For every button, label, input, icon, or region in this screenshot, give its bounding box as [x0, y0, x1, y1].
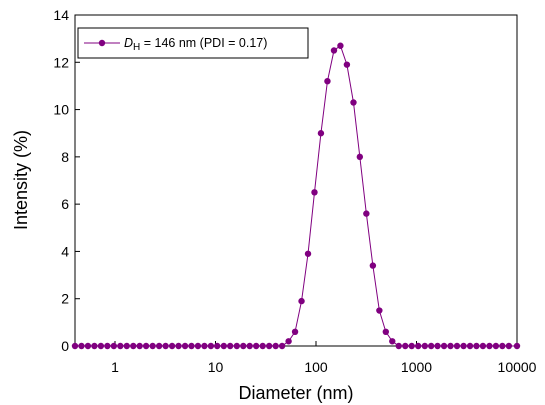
data-point [136, 342, 143, 350]
legend-text: = 146 nm (PDI = 0.17) [140, 36, 267, 50]
data-point [311, 189, 318, 196]
legend: DH = 146 nm (PDI = 0.17) [77, 27, 309, 59]
data-point [350, 99, 357, 106]
y-tick-label: 8 [61, 149, 69, 165]
data-point [492, 342, 500, 350]
x-tick-label: 10000 [498, 359, 537, 375]
data-point [207, 342, 215, 350]
x-tick-label: 100 [304, 359, 328, 375]
data-point [252, 342, 260, 350]
data-point [434, 342, 441, 350]
legend-symbol: D [124, 36, 133, 50]
data-point [317, 130, 325, 137]
data-point [104, 342, 111, 350]
data-point [123, 342, 130, 350]
data-point [84, 342, 92, 350]
data-point [376, 307, 383, 314]
data-point [395, 342, 402, 350]
data-point [453, 342, 461, 350]
x-tick-label: 1 [111, 359, 119, 375]
data-point [447, 342, 454, 350]
data-point [473, 342, 480, 350]
data-point [162, 342, 169, 350]
data-point [460, 342, 467, 350]
data-point [513, 342, 521, 350]
data-point [149, 342, 156, 350]
data-point [440, 342, 448, 350]
data-point [369, 262, 377, 269]
data-point [304, 250, 312, 257]
y-tick-label: 4 [61, 243, 69, 259]
data-point [389, 338, 396, 345]
data-point [155, 342, 163, 350]
data-point [479, 342, 487, 350]
data-point [71, 342, 79, 350]
y-tick-label: 14 [53, 7, 69, 23]
data-point [240, 342, 247, 350]
data-point [168, 342, 176, 350]
data-point [363, 210, 370, 217]
x-tick-label: 1000 [401, 359, 432, 375]
data-point [298, 297, 305, 305]
data-point [201, 342, 208, 350]
data-point [246, 342, 253, 350]
y-tick-label: 6 [61, 196, 69, 212]
series-markers [71, 42, 521, 350]
data-point [278, 342, 286, 350]
data-point [110, 342, 118, 350]
axis-tick-labels: 0 2 4 6 8 10 12 14 1 10 100 1000 10000 [53, 7, 536, 375]
data-point [97, 342, 105, 350]
y-tick-label: 10 [53, 102, 69, 118]
data-point [486, 342, 493, 350]
y-tick-label: 12 [53, 54, 69, 70]
axis-ticks [75, 14, 518, 347]
data-point [181, 342, 189, 350]
data-point [259, 342, 266, 350]
data-point [265, 342, 273, 350]
legend-entry: DH = 146 nm (PDI = 0.17) [124, 36, 267, 53]
data-point [194, 342, 202, 350]
y-tick-label: 0 [61, 338, 69, 354]
plot-area [74, 14, 518, 347]
data-point [415, 342, 422, 350]
y-tick-label: 2 [61, 291, 69, 307]
x-tick-label: 10 [208, 359, 224, 375]
data-point [130, 342, 137, 350]
data-point [324, 78, 331, 85]
data-point [285, 338, 292, 345]
data-point [233, 342, 241, 350]
data-point [337, 42, 344, 49]
x-axis-label: Diameter (nm) [238, 383, 353, 403]
data-point [175, 342, 182, 350]
data-point [226, 342, 234, 350]
data-point [330, 47, 338, 54]
data-point [291, 328, 299, 336]
legend-marker-sample [98, 39, 106, 47]
data-point [408, 342, 415, 350]
data-point [220, 342, 228, 350]
series-line [75, 44, 517, 347]
data-point [466, 342, 474, 350]
data-point [421, 342, 429, 350]
data-point [427, 342, 435, 350]
data-point [78, 342, 85, 350]
data-point [188, 342, 195, 350]
y-axis-label: Intensity (%) [11, 130, 31, 230]
data-point [272, 342, 279, 350]
data-point [402, 342, 409, 350]
data-point [214, 342, 221, 350]
data-point [343, 61, 351, 68]
data-point [117, 342, 124, 350]
legend-subscript: H [133, 42, 140, 53]
data-point [91, 342, 98, 350]
plot-frame [74, 14, 518, 347]
data-point [356, 153, 364, 161]
data-point [505, 342, 513, 350]
data-point [142, 342, 150, 350]
data-point [499, 342, 506, 350]
data-point [382, 328, 390, 336]
